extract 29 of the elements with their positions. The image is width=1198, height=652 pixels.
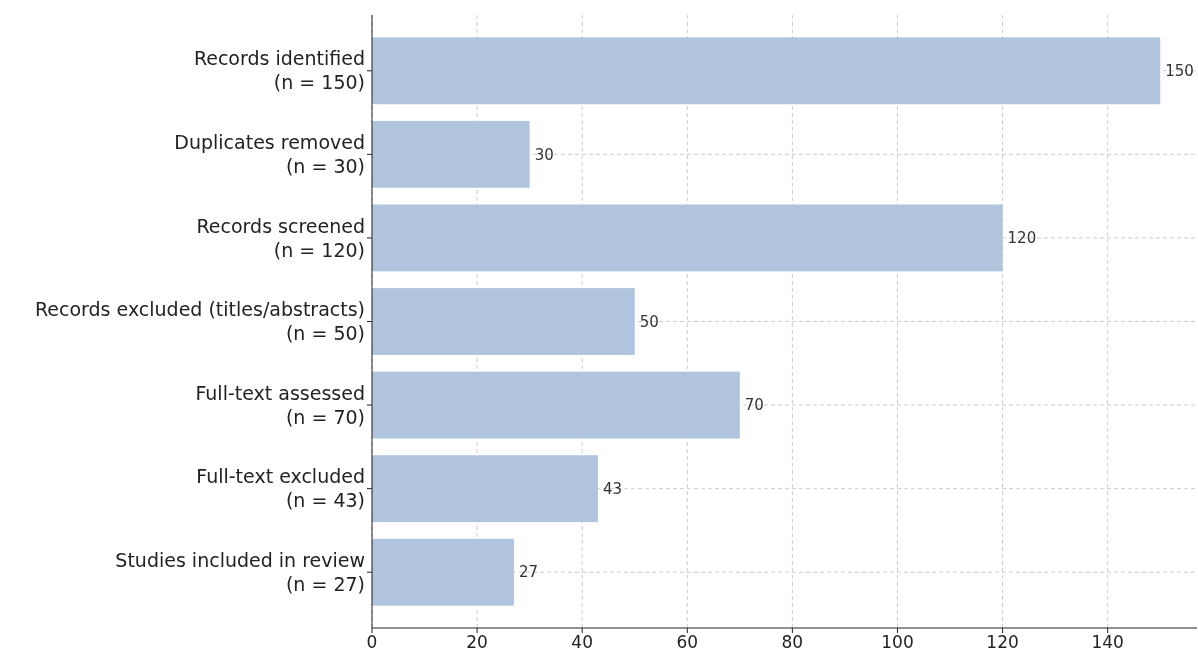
data-label: 120 [1007, 229, 1037, 248]
x-tick-label: 100 [881, 632, 914, 652]
y-tick-label: Full-text assessed (n = 70) [195, 381, 365, 428]
y-tick-label: Records screened (n = 120) [196, 214, 365, 261]
data-label: 150 [1165, 62, 1194, 81]
data-label: 27 [518, 563, 538, 582]
y-tick-label: Studies included in review (n = 27) [115, 548, 365, 595]
y-tick-label: Records excluded (titles/abstracts) (n = 50) [34, 298, 365, 345]
bar [372, 37, 1161, 105]
bar [372, 371, 740, 439]
bar [372, 538, 514, 606]
bar [372, 204, 1003, 272]
bar [372, 120, 530, 188]
x-tick-label: 80 [781, 632, 804, 652]
data-label: 43 [602, 479, 623, 498]
x-tick-label: 120 [986, 632, 1019, 652]
bar [372, 455, 598, 523]
y-tick-label: Full-text excluded (n = 43) [196, 465, 365, 512]
x-tick-label: 60 [676, 632, 699, 652]
x-tick-label: 140 [1091, 632, 1124, 652]
data-label: 50 [639, 312, 659, 331]
bar [372, 288, 635, 355]
x-tick-label: 0 [366, 632, 378, 652]
y-tick-label: Records identified (n = 150) [193, 47, 365, 94]
x-tick-label: 20 [466, 632, 488, 652]
y-tick-label: Duplicates removed (n = 30) [174, 131, 365, 178]
x-tick-label: 40 [571, 632, 594, 652]
data-label: 70 [744, 396, 764, 415]
data-label: 30 [534, 145, 554, 164]
